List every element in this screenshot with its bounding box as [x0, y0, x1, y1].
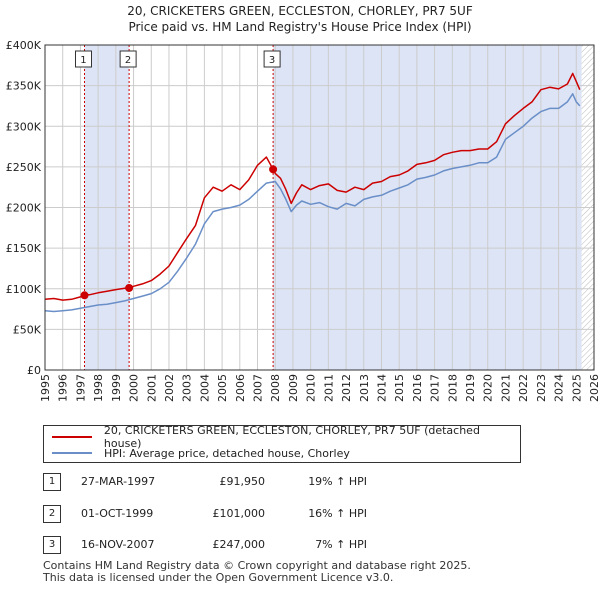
sale-number-badge: 1: [43, 473, 61, 491]
x-tick-label: 2023: [535, 374, 548, 402]
footer-line-2: This data is licensed under the Open Gov…: [43, 571, 394, 584]
y-tick-label: £300K: [6, 120, 42, 133]
y-tick-label: £400K: [6, 39, 42, 52]
x-tick-label: 2006: [234, 374, 247, 402]
x-tick-label: 2015: [393, 374, 406, 402]
legend-label-hpi: HPI: Average price, detached house, Chor…: [104, 446, 350, 460]
x-tick-label: 2025: [570, 374, 583, 402]
y-tick-label: £150K: [6, 242, 42, 255]
x-tick-label: 2012: [340, 374, 353, 402]
sale-row: 1 27-MAR-1997 £91,950 19% ↑ HPI: [43, 473, 463, 493]
legend-swatch-price: [52, 436, 92, 438]
chart-subtitle: Price paid vs. HM Land Registry's House …: [128, 20, 472, 34]
sale-price: £91,950: [219, 475, 266, 488]
price-chart: £0 £50K £100K £150K £200K £250K £300K £350K £400…: [6, 39, 600, 402]
x-tick-label: 2024: [553, 374, 566, 402]
y-tick-label: £0: [27, 364, 41, 377]
x-tick-label: 2017: [429, 374, 442, 402]
y-tick-label: £350K: [6, 80, 42, 93]
sale-point: [269, 165, 278, 174]
plot-frame: [44, 44, 595, 371]
x-tick-label: 2007: [252, 374, 265, 402]
x-tick-label: 2020: [482, 374, 495, 402]
x-tick-label: 2002: [163, 374, 176, 402]
x-tick-label: 2018: [446, 374, 459, 402]
footer-attribution: Contains HM Land Registry data © Crown c…: [43, 560, 471, 584]
x-tick-label: 1995: [39, 374, 52, 402]
sale-number-badge: 2: [43, 505, 61, 523]
x-tick-label: 2022: [517, 374, 530, 402]
sale-marker-label: 2: [125, 55, 131, 66]
sale-marker-badge: [74, 50, 92, 68]
y-tick-label: £100K: [6, 283, 42, 296]
sale-row: 3 16-NOV-2007 £247,000 7% ↑ HPI: [43, 536, 463, 556]
x-tick-label: 2003: [181, 374, 194, 402]
footer-line-1: Contains HM Land Registry data © Crown c…: [43, 559, 471, 572]
legend-swatch-hpi: [52, 452, 92, 454]
y-tick-label: £200K: [6, 202, 42, 215]
sale-marker-label: 1: [80, 55, 86, 66]
x-tick-label: 2000: [128, 374, 141, 402]
chart-title: 20, CRICKETERS GREEN, ECCLESTON, CHORLEY…: [127, 4, 473, 18]
x-tick-label: 2026: [588, 374, 600, 402]
x-tick-label: 2001: [145, 374, 158, 402]
sale-number-badge: 3: [43, 536, 61, 554]
sale-price: £247,000: [212, 538, 266, 551]
x-tick-label: 2016: [411, 374, 424, 402]
x-tick-label: 2008: [269, 374, 282, 402]
sale-date: 27-MAR-1997: [81, 475, 156, 488]
legend-entry-price: 20, CRICKETERS GREEN, ECCLESTON, CHORLEY…: [52, 424, 520, 450]
sale-date: 16-NOV-2007: [81, 538, 155, 551]
sale-date: 01-OCT-1999: [81, 507, 154, 520]
x-tick-label: 1998: [92, 374, 105, 402]
hpi-line: [44, 93, 581, 313]
x-tick-label: 2019: [464, 374, 477, 402]
sale-marker-badge: [119, 50, 137, 68]
sale-marker-label: 3: [269, 55, 275, 66]
x-tick-label: 2013: [358, 374, 371, 402]
y-tick-label: £50K: [13, 323, 42, 336]
x-tick-label: 2011: [322, 374, 335, 402]
legend-label-price: 20, CRICKETERS GREEN, ECCLESTON, CHORLEY…: [103, 424, 480, 450]
sale-hpi-diff: 7% ↑ HPI: [315, 538, 367, 551]
legend-entry-hpi: HPI: Average price, detached house, Chor…: [52, 445, 350, 461]
sale-hpi-diff: 16% ↑ HPI: [308, 507, 367, 520]
sale-hpi-diff: 19% ↑ HPI: [308, 475, 367, 488]
sale-row: 2 01-OCT-1999 £101,000 16% ↑ HPI: [43, 505, 463, 525]
chart-legend: 20, CRICKETERS GREEN, ECCLESTON, CHORLEY…: [43, 424, 521, 463]
x-tick-label: 2009: [287, 374, 300, 402]
y-tick-label: £250K: [6, 161, 42, 174]
x-tick-label: 1996: [57, 374, 70, 402]
x-tick-label: 1997: [74, 374, 87, 402]
x-tick-label: 2004: [198, 374, 211, 402]
x-tick-label: 2021: [499, 374, 512, 402]
x-tick-label: 2005: [216, 374, 229, 402]
sale-price: £101,000: [212, 507, 266, 520]
sale-point: [80, 291, 89, 300]
x-tick-label: 2010: [305, 374, 318, 402]
x-tick-label: 2014: [375, 374, 388, 402]
x-tick-label: 1999: [110, 374, 123, 402]
sale-marker-badge: [263, 50, 281, 68]
sale-point: [125, 283, 134, 292]
